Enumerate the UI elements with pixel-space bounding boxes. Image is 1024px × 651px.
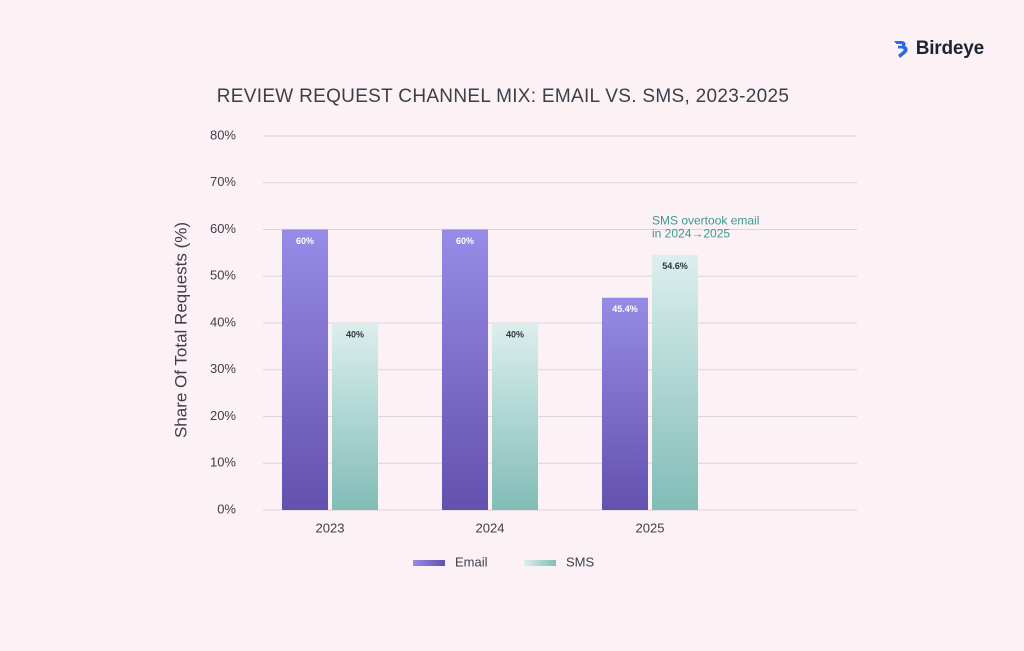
y-tick-label: 30% (210, 361, 236, 376)
bar-value-label: 40% (346, 329, 364, 339)
bars: 60% 40% 60% 40% 45.4% 54.6% (282, 229, 698, 510)
bar-sms-2024 (492, 323, 538, 510)
legend-label: Email (455, 554, 488, 569)
bar-value-label: 54.6% (662, 261, 688, 271)
brand-logo: Birdeye (891, 38, 984, 60)
bar-email-2024 (442, 229, 488, 510)
x-tick-label: 2024 (476, 520, 505, 535)
annotation-line: in 2024→2025 (652, 227, 730, 241)
bar-sms-2025 (652, 254, 698, 510)
y-tick-label: 50% (210, 268, 236, 283)
y-tick-label: 80% (210, 127, 236, 142)
birdeye-logo-icon (893, 41, 908, 58)
y-tick-label: 70% (210, 174, 236, 189)
legend-label: SMS (566, 554, 595, 569)
y-tick-label: 20% (210, 408, 236, 423)
bar-value-label: 40% (506, 329, 524, 339)
chart-title: REVIEW REQUEST CHANNEL MIX: EMAIL VS. SM… (216, 86, 790, 107)
bar-value-label: 60% (456, 236, 474, 246)
bar-value-label: 60% (296, 236, 314, 246)
y-tick-label: 60% (210, 221, 236, 236)
y-axis-ticks: 0% 10% 20% 30% 40% 50% 60% 70% 80% (210, 127, 236, 516)
y-tick-label: 0% (217, 501, 236, 516)
x-tick-label: 2025 (636, 520, 665, 535)
legend: Email SMS (413, 554, 595, 569)
legend-swatch-sms (524, 560, 556, 566)
annotation-line: SMS overtook email (652, 214, 759, 228)
bar-email-2025 (602, 297, 648, 510)
legend-swatch-email (413, 560, 445, 566)
x-tick-label: 2023 (316, 520, 345, 535)
bar-sms-2023 (332, 323, 378, 510)
y-tick-label: 40% (210, 314, 236, 329)
y-axis-title: Share Of Total Requests (%) (171, 222, 190, 438)
bar-email-2023 (282, 229, 328, 510)
y-tick-label: 10% (210, 455, 236, 470)
brand-name: Birdeye (915, 38, 985, 59)
x-axis-ticks: 2023 2024 2025 (316, 520, 665, 535)
bar-value-label: 45.4% (612, 304, 638, 314)
